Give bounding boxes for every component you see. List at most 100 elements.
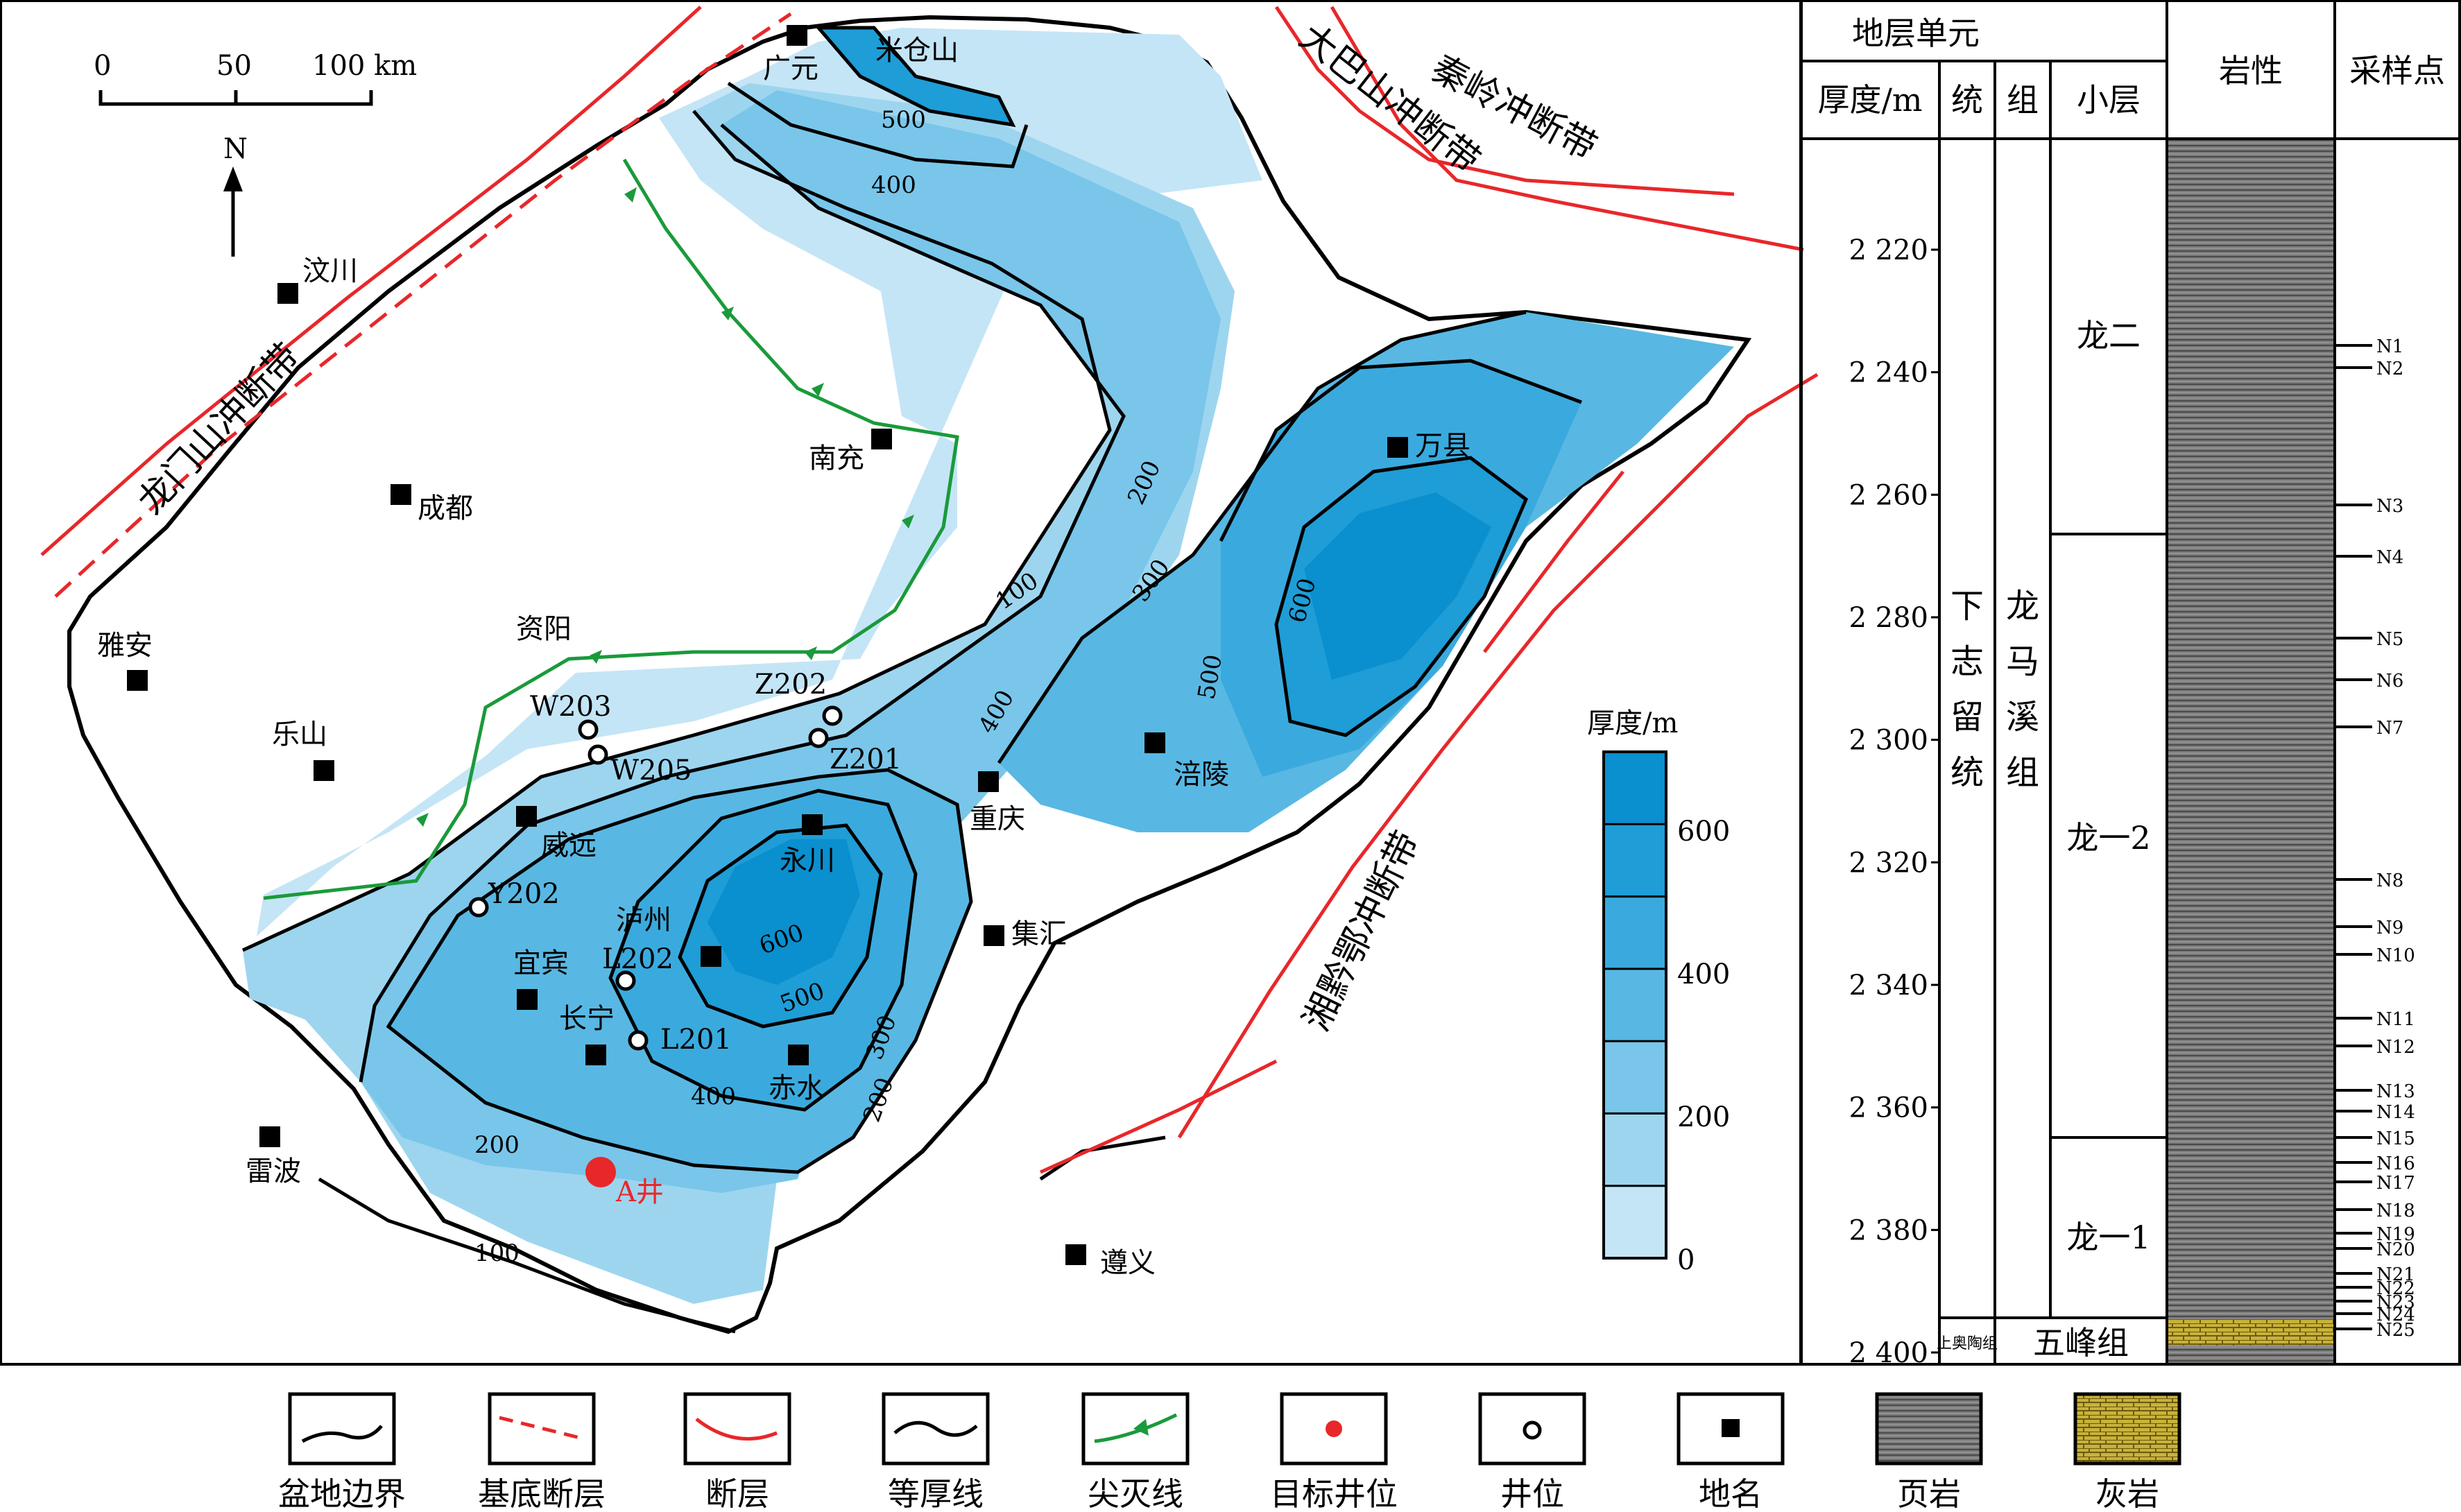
legend: 盆地边界 基底断层 断层 等厚线 尖灭线 目标井位 井位 地名 页岩 灰岩 xyxy=(278,1392,2181,1512)
legend-box-limestone xyxy=(2073,1392,2181,1466)
isopach-symbol xyxy=(893,1420,978,1437)
sample-label: N15 xyxy=(2376,1128,2415,1149)
header-formation: 组 xyxy=(2007,81,2039,119)
well-label-z202: Z202 xyxy=(755,669,827,701)
well-markers xyxy=(468,705,843,1051)
legend-label: 地名 xyxy=(1699,1475,1763,1512)
sample-label: N14 xyxy=(2376,1102,2415,1123)
city-label-wanxian: 万县 xyxy=(1415,430,1470,462)
series-label: 下志留统 xyxy=(1950,587,1984,792)
depth-tick-label: 2 260 xyxy=(1849,479,1928,511)
well-symbol xyxy=(1523,1420,1542,1440)
sample-label: N17 xyxy=(2376,1173,2415,1194)
depth-tick-label: 2 220 xyxy=(1849,234,1928,266)
legend-label: 灰岩 xyxy=(2095,1475,2159,1512)
thickness-legend-tick: 400 xyxy=(1677,959,1730,990)
header-unit: 地层单元 xyxy=(1852,15,1980,52)
thickness-zone-600 xyxy=(708,492,1491,985)
contour-label: 400 xyxy=(691,1083,736,1110)
sample-label: N25 xyxy=(2376,1320,2415,1341)
thickness-legend-swatch xyxy=(1604,1113,1666,1187)
thickness-legend-swatch xyxy=(1604,752,1666,825)
depth-tick-label: 2 340 xyxy=(1849,970,1928,1002)
legend-label: 页岩 xyxy=(1897,1475,1961,1512)
sample-label: N12 xyxy=(2376,1037,2415,1058)
depth-tick-label: 2 320 xyxy=(1849,847,1928,879)
sample-label: N16 xyxy=(2376,1153,2415,1174)
sample-label: N6 xyxy=(2376,671,2403,691)
sample-label: N9 xyxy=(2376,918,2403,938)
sample-label: N20 xyxy=(2376,1239,2415,1260)
city-label-yibin: 宜宾 xyxy=(513,947,569,979)
legend-label: 尖灭线 xyxy=(1088,1475,1183,1512)
contour-label: 200 xyxy=(474,1131,520,1159)
upper-ordovician-label: 上奥陶组 xyxy=(1937,1335,1998,1352)
city-label-chengdu: 成都 xyxy=(418,492,473,524)
basin-boundary-symbol xyxy=(301,1425,383,1443)
scale-tick-0: 0 xyxy=(94,50,111,82)
city-label-ziyang: 资阳 xyxy=(516,613,572,645)
well-label-l201: L201 xyxy=(660,1024,732,1056)
legend-box-shale xyxy=(1875,1392,1983,1466)
sample-label: N24 xyxy=(2376,1305,2415,1325)
legend-label: 目标井位 xyxy=(1270,1475,1398,1512)
city-label-fuling: 涪陵 xyxy=(1174,759,1229,791)
thickness-legend-tick: 200 xyxy=(1677,1101,1730,1133)
city-label-guangyuan: 广元 xyxy=(763,53,818,85)
city-label-zunyi: 遵义 xyxy=(1100,1247,1156,1279)
header-lithology: 岩性 xyxy=(2219,52,2283,89)
sample-label: N23 xyxy=(2376,1292,2415,1313)
sample-label: N19 xyxy=(2376,1224,2415,1245)
well-label-w203: W203 xyxy=(530,691,611,723)
limestone-column-lower xyxy=(2168,1346,2333,1363)
thickness-legend-bar xyxy=(1604,750,1666,1259)
sample-points: N1N2N3N4N5N6N7N8N9N10N11N12N13N14N15N16N… xyxy=(2335,336,2415,1341)
thickness-legend-swatch xyxy=(1604,1041,1666,1115)
legend-label: 等厚线 xyxy=(888,1475,984,1512)
well-label-l202: L202 xyxy=(602,943,674,975)
legend-box-basement-fault xyxy=(488,1392,596,1466)
sample-label: N4 xyxy=(2376,547,2403,568)
sample-label: N3 xyxy=(2376,496,2403,517)
legend-label: 盆地边界 xyxy=(278,1475,406,1512)
map-panel: N 0 50 100 km 广元 米仓山 汶川 南充 成都 资阳 雅安 乐山 万… xyxy=(0,0,1819,1366)
city-label-jihui: 集汇 xyxy=(1011,918,1067,950)
north-label: N xyxy=(223,133,248,165)
city-label-changning: 长宁 xyxy=(559,1003,615,1035)
thickness-legend-title: 厚度/m xyxy=(1587,707,1678,739)
target-well-symbol xyxy=(1326,1420,1342,1437)
sample-label: N8 xyxy=(2376,870,2403,891)
thickness-legend-swatch xyxy=(1604,968,1666,1042)
thickness-legend-swatch xyxy=(1604,1185,1666,1259)
header-series: 统 xyxy=(1951,81,1983,119)
depth-axis: 2 220 2 240 2 260 2 280 2 300 2 320 2 340 2 360… xyxy=(1849,234,1939,1369)
thickness-legend-frame xyxy=(1602,750,1667,1260)
sample-label: N13 xyxy=(2376,1081,2415,1102)
legend-label: 断层 xyxy=(705,1475,769,1512)
thickness-legend-swatch xyxy=(1604,896,1666,970)
city-label-yongchuan: 永川 xyxy=(780,845,835,877)
city-label-chongqing: 重庆 xyxy=(970,803,1025,835)
contour-lines xyxy=(241,26,1582,1334)
wufeng-label: 五峰组 xyxy=(2033,1324,2129,1361)
city-label-luzhou: 泸州 xyxy=(616,904,671,936)
thickness-legend-swatch xyxy=(1604,824,1666,897)
formation-label: 龙马溪组 xyxy=(2006,587,2039,792)
city-label-leibo: 雷波 xyxy=(246,1156,301,1187)
sublayer-label: 龙一2 xyxy=(2066,819,2150,857)
legend-label: 基底断层 xyxy=(478,1475,606,1512)
city-label-leshan: 乐山 xyxy=(272,719,327,750)
well-label-y202: Y202 xyxy=(488,878,560,910)
faults xyxy=(40,6,1819,1174)
basement-fault-symbol xyxy=(499,1416,583,1441)
header-sublayer: 小层 xyxy=(2077,81,2141,119)
scale-tick-50: 50 xyxy=(216,50,252,82)
city-label-chishui: 赤水 xyxy=(769,1072,824,1104)
legend-label: 井位 xyxy=(1500,1475,1564,1512)
legend-box-fault xyxy=(683,1392,791,1466)
city-label-yaan: 雅安 xyxy=(97,630,153,662)
depth-tick-label: 2 360 xyxy=(1849,1092,1928,1124)
pinchout-symbol xyxy=(1094,1413,1178,1443)
